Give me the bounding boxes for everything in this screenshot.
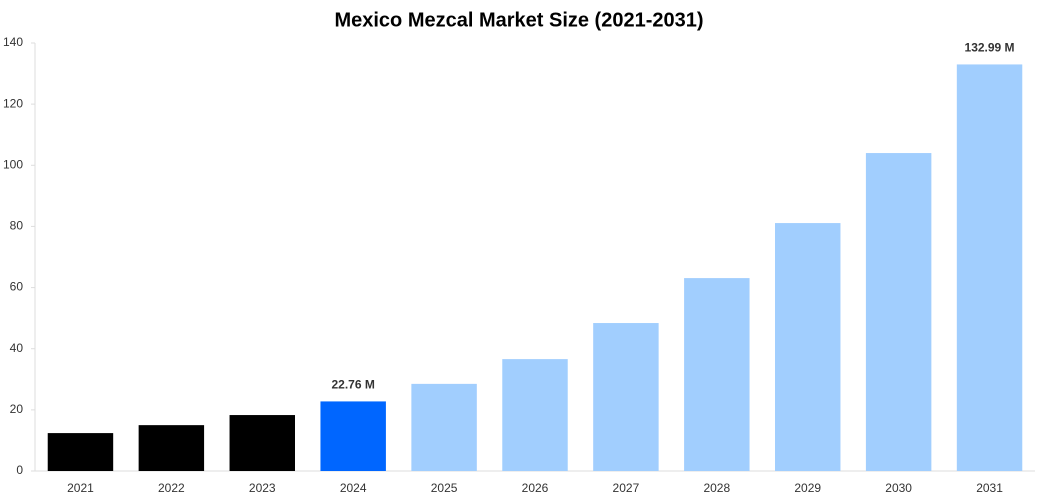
y-tick-label: 120 xyxy=(3,96,23,110)
bar xyxy=(411,383,477,471)
y-tick-label: 80 xyxy=(10,219,24,233)
x-tick-label: 2023 xyxy=(249,481,276,495)
x-tick-label: 2031 xyxy=(976,481,1003,495)
x-tick-label: 2021 xyxy=(67,481,94,495)
y-tick-label: 0 xyxy=(16,463,23,477)
bar xyxy=(865,153,932,472)
y-tick-label: 60 xyxy=(10,280,24,294)
bar xyxy=(956,64,1023,471)
y-tick-label: 140 xyxy=(3,35,23,49)
chart-title: Mexico Mezcal Market Size (2021-2031) xyxy=(334,9,703,31)
bar xyxy=(47,433,114,471)
x-tick-label: 2025 xyxy=(431,481,458,495)
x-tick-label: 2026 xyxy=(522,481,549,495)
x-tick-label: 2028 xyxy=(703,481,730,495)
bar xyxy=(138,425,205,471)
y-tick-label: 20 xyxy=(10,402,24,416)
value-label: 132.99 M xyxy=(965,41,1015,55)
bar xyxy=(320,401,386,471)
x-tick-label: 2030 xyxy=(885,481,912,495)
value-label: 22.76 M xyxy=(332,378,375,392)
y-tick-label: 100 xyxy=(3,157,23,171)
x-tick-label: 2027 xyxy=(613,481,640,495)
bar xyxy=(684,278,750,471)
x-tick-label: 2024 xyxy=(340,481,367,495)
bar xyxy=(775,223,841,471)
x-tick-label: 2029 xyxy=(794,481,821,495)
bar xyxy=(593,323,659,471)
bar xyxy=(229,415,295,471)
y-tick-label: 40 xyxy=(10,341,24,355)
bar xyxy=(502,359,568,471)
x-tick-label: 2022 xyxy=(158,481,185,495)
